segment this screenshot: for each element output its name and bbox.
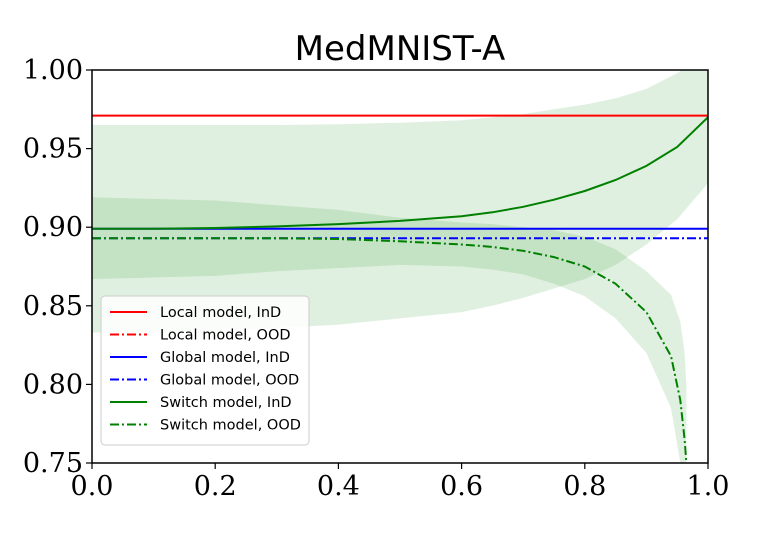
legend-label-local-model-ood: Local model, OOD bbox=[160, 328, 291, 344]
axis-ticks: 0.0 0.2 0.4 0.6 0.8 1.0 0.75 0.80 0.85 0.90 0.95 1.… bbox=[23, 55, 730, 502]
legend-label-switch-model-ood: Switch model, OOD bbox=[160, 418, 301, 434]
legend-label-switch-model-ind: Switch model, InD bbox=[160, 395, 292, 411]
y-tick-label: 0.80 bbox=[23, 369, 83, 400]
confidence-bands bbox=[92, 70, 708, 463]
plot-area-frame bbox=[91, 69, 709, 464]
chart-title: MedMNIST-A bbox=[295, 29, 506, 69]
x-tick-label: 1.0 bbox=[687, 471, 730, 502]
y-tick-label: 0.95 bbox=[23, 134, 83, 165]
series-lines bbox=[92, 114, 708, 463]
y-tick-label: 1.00 bbox=[23, 55, 83, 86]
x-tick-label: 0.8 bbox=[563, 471, 606, 502]
legend-label-local-model-ind: Local model, InD bbox=[160, 305, 281, 321]
x-tick-label: 0.2 bbox=[194, 471, 237, 502]
x-tick-label: 0.0 bbox=[71, 471, 114, 502]
legend-box bbox=[100, 295, 310, 446]
band-switch-model-ood bbox=[92, 197, 687, 463]
line-switch-model-ood bbox=[92, 237, 688, 463]
legend-label-global-model-ind: Global model, InD bbox=[160, 350, 290, 366]
legend-label-global-model-ood: Global model, OOD bbox=[160, 373, 299, 389]
y-tick-label: 0.75 bbox=[23, 448, 83, 479]
y-tick-label: 0.85 bbox=[23, 291, 83, 322]
legend: Local model, InD Local model, OOD Global m… bbox=[100, 295, 310, 446]
band-switch-model-ind bbox=[92, 70, 708, 333]
y-tick-label: 0.90 bbox=[23, 212, 83, 243]
line-switch-model-ind bbox=[92, 116, 708, 230]
x-tick-label: 0.4 bbox=[317, 471, 360, 502]
x-tick-label: 0.6 bbox=[440, 471, 483, 502]
